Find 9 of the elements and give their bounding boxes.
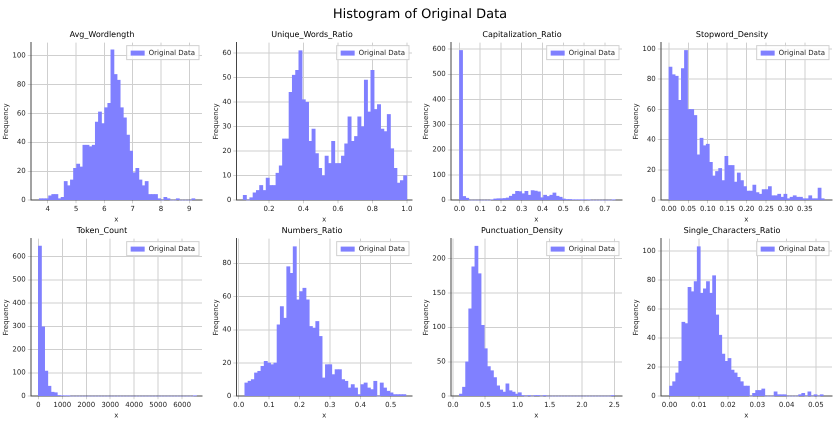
chart-title: Unique_Words_Ratio <box>271 30 353 39</box>
chart-title: Numbers_Ratio <box>282 226 343 235</box>
text: Histogram of Original Data <box>332 6 508 24</box>
chart-title: Stopword_Density <box>696 30 768 39</box>
chart-title: Punctuation_Density <box>480 226 564 235</box>
chart-title: Token_Count <box>76 226 128 235</box>
chart-title: Single_Characters_Ratio <box>684 226 781 235</box>
chart-title: Capitalization_Ratio <box>482 30 562 39</box>
chart-title: Avg_Wordlength <box>70 30 134 39</box>
